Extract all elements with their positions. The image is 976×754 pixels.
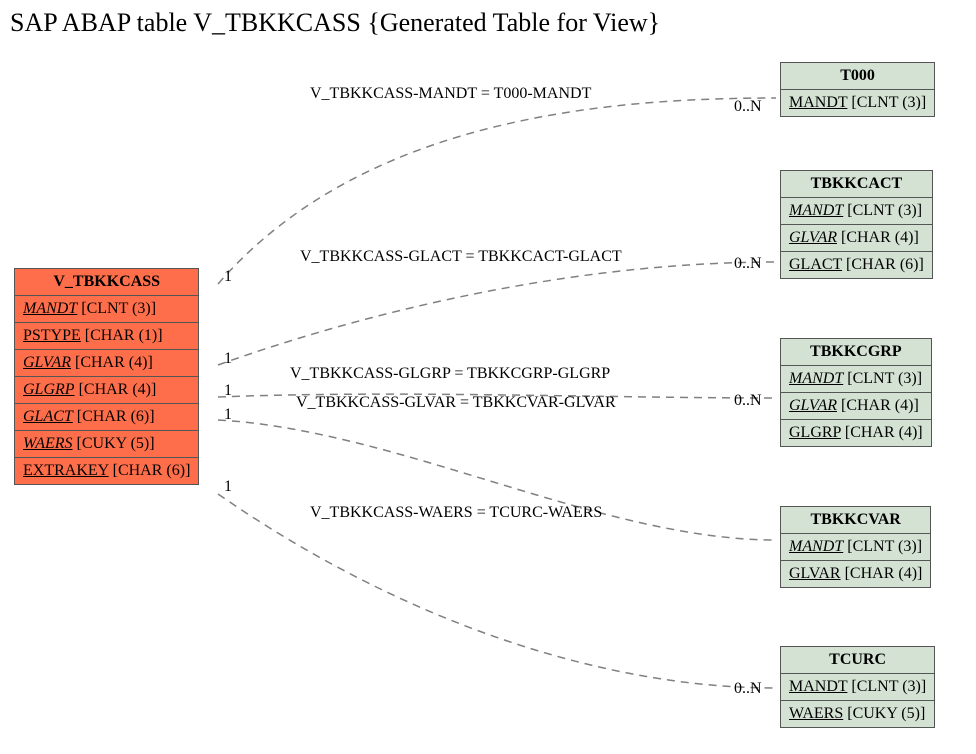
entity-field: GLVAR [CHAR (4)] — [781, 561, 931, 588]
entity-field: MANDT [CLNT (3)] — [781, 674, 935, 701]
entity-field: GLACT [CHAR (6)] — [781, 252, 933, 279]
entity-tbkkcvar: TBKKCVARMANDT [CLNT (3)]GLVAR [CHAR (4)] — [780, 506, 931, 588]
edge-label: V_TBKKCASS-GLVAR = TBKKCVAR-GLVAR — [296, 394, 616, 412]
cardinality-dest: 0..N — [734, 98, 762, 116]
entity-header: TCURC — [781, 647, 935, 674]
entity-field: GLVAR [CHAR (4)] — [781, 393, 932, 420]
entity-header: TBKKCACT — [781, 171, 933, 198]
diagram-title: SAP ABAP table V_TBKKCASS {Generated Tab… — [10, 8, 660, 38]
entity-header: V_TBKKCASS — [15, 269, 199, 296]
cardinality-source: 1 — [224, 406, 232, 424]
cardinality-dest: 0..N — [734, 392, 762, 410]
edge-label: V_TBKKCASS-WAERS = TCURC-WAERS — [310, 504, 602, 522]
cardinality-dest: 0..N — [734, 680, 762, 698]
entity-field: GLGRP [CHAR (4)] — [781, 420, 932, 447]
entity-field: MANDT [CLNT (3)] — [781, 198, 933, 225]
entity-header: TBKKCGRP — [781, 339, 932, 366]
edge-label: V_TBKKCASS-MANDT = T000-MANDT — [310, 85, 591, 103]
cardinality-source: 1 — [224, 350, 232, 368]
entity-field: GLGRP [CHAR (4)] — [15, 377, 199, 404]
entity-field: GLVAR [CHAR (4)] — [15, 350, 199, 377]
cardinality-dest: 0..N — [734, 255, 762, 273]
entity-field: WAERS [CUKY (5)] — [15, 431, 199, 458]
entity-field: MANDT [CLNT (3)] — [781, 534, 931, 561]
entity-header: TBKKCVAR — [781, 507, 931, 534]
cardinality-source: 1 — [224, 268, 232, 286]
entity-t000: T000MANDT [CLNT (3)] — [780, 62, 935, 117]
entity-field: WAERS [CUKY (5)] — [781, 701, 935, 728]
entity-field: PSTYPE [CHAR (1)] — [15, 323, 199, 350]
entity-tbkkcgrp: TBKKCGRPMANDT [CLNT (3)]GLVAR [CHAR (4)]… — [780, 338, 932, 447]
entity-header: T000 — [781, 63, 935, 90]
entity-tcurc: TCURCMANDT [CLNT (3)]WAERS [CUKY (5)] — [780, 646, 935, 728]
cardinality-source: 1 — [224, 478, 232, 496]
entity-field: MANDT [CLNT (3)] — [781, 366, 932, 393]
entity-field: MANDT [CLNT (3)] — [15, 296, 199, 323]
entity-v_tbkkcass: V_TBKKCASSMANDT [CLNT (3)]PSTYPE [CHAR (… — [14, 268, 199, 485]
entity-field: EXTRAKEY [CHAR (6)] — [15, 458, 199, 485]
edge-label: V_TBKKCASS-GLACT = TBKKCACT-GLACT — [300, 248, 622, 266]
cardinality-source: 1 — [224, 382, 232, 400]
entity-field: GLVAR [CHAR (4)] — [781, 225, 933, 252]
edge-label: V_TBKKCASS-GLGRP = TBKKCGRP-GLGRP — [290, 365, 610, 383]
entity-field: GLACT [CHAR (6)] — [15, 404, 199, 431]
entity-tbkkcact: TBKKCACTMANDT [CLNT (3)]GLVAR [CHAR (4)]… — [780, 170, 933, 279]
entity-field: MANDT [CLNT (3)] — [781, 90, 935, 117]
